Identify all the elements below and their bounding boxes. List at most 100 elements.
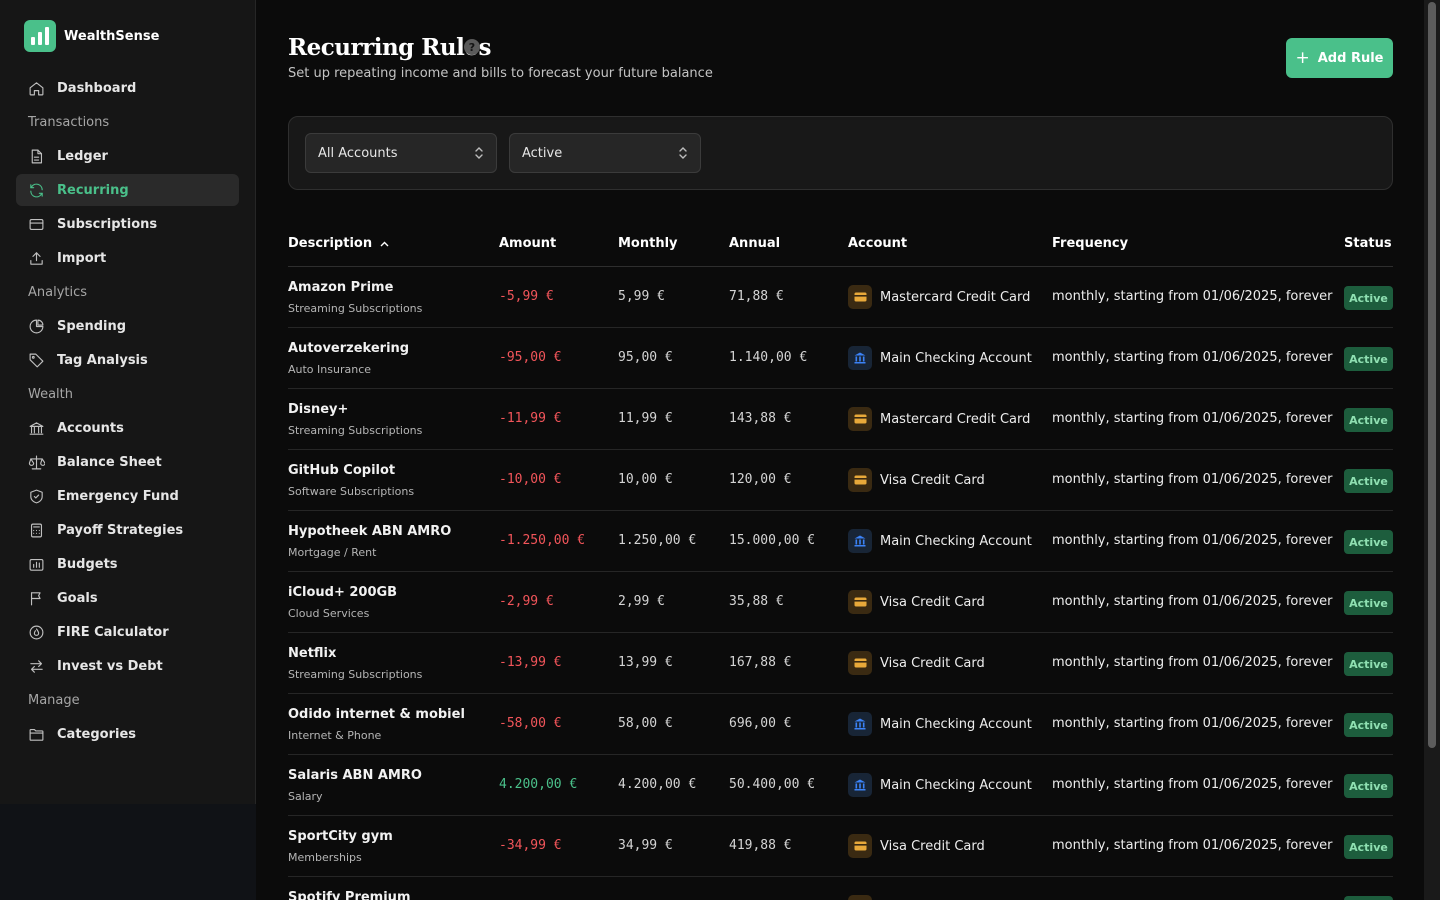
sidebar-item-dashboard[interactable]: Dashboard — [16, 72, 239, 104]
sidebar-item-payoff-strategies[interactable]: Payoff Strategies — [16, 514, 239, 546]
sidebar-item-label: Tag Analysis — [57, 352, 148, 368]
add-rule-button[interactable]: + Add Rule — [1286, 38, 1393, 78]
upload-icon — [30, 251, 43, 265]
sidebar-item-tag-analysis[interactable]: Tag Analysis — [16, 344, 239, 376]
scrollbar[interactable] — [1424, 0, 1440, 900]
account-filter-select[interactable]: All Accounts — [305, 133, 497, 173]
account-cell: Main Checking Account — [848, 529, 1032, 553]
sidebar-item-balance-sheet[interactable]: Balance Sheet — [16, 446, 239, 478]
sidebar-item-label: Balance Sheet — [57, 454, 162, 470]
amount-cell: -5,99 € — [499, 289, 554, 304]
table-row[interactable]: Spotify Premium — [288, 877, 1393, 900]
rule-name: GitHub Copilot — [288, 463, 396, 478]
sidebar-item-spending[interactable]: Spending — [16, 310, 239, 342]
column-monthly[interactable]: Monthly — [618, 236, 678, 251]
shield-icon — [30, 489, 43, 503]
column-annual[interactable]: Annual — [729, 236, 781, 251]
account-cell: Main Checking Account — [848, 712, 1032, 736]
rule-name: Spotify Premium — [288, 890, 411, 900]
sidebar-item-invest-vs-debt[interactable]: Invest vs Debt — [16, 650, 239, 682]
section-analytics: Analytics — [28, 284, 88, 300]
account-name: Mastercard Credit Card — [880, 289, 1031, 305]
column-account[interactable]: Account — [848, 236, 908, 251]
table-row[interactable]: Salaris ABN AMRO Salary 4.200,00 € 4.200,00… — [288, 755, 1393, 816]
credit-card-icon — [854, 841, 866, 851]
bank-icon — [854, 779, 866, 791]
sidebar-item-budgets[interactable]: Budgets — [16, 548, 239, 580]
account-name: Main Checking Account — [880, 533, 1032, 549]
column-description[interactable]: Description — [288, 236, 389, 251]
annual-cell: 167,88 € — [729, 655, 792, 670]
status-filter-select[interactable]: Active — [509, 133, 701, 173]
account-name: Visa Credit Card — [880, 594, 985, 610]
frequency-cell: monthly, starting from 01/06/2025, forev… — [1052, 472, 1333, 487]
rule-category: Cloud Services — [288, 607, 370, 620]
sidebar-item-fire-calculator[interactable]: FIRE Calculator — [16, 616, 239, 648]
amount-cell: -10,00 € — [499, 472, 562, 487]
table-body: Amazon Prime Streaming Subscriptions -5,99… — [288, 267, 1393, 900]
bank-icon — [854, 535, 866, 547]
home-icon — [29, 81, 44, 95]
frequency-cell: monthly, starting from 01/06/2025, forev… — [1052, 411, 1333, 426]
credit-card-icon — [854, 597, 866, 607]
sidebar-item-goals[interactable]: Goals — [16, 582, 239, 614]
sidebar-item-categories[interactable]: Categories — [16, 718, 239, 750]
sidebar: WealthSense Dashboard Transactions Ledge… — [0, 0, 256, 900]
frequency-cell: monthly, starting from 01/06/2025, forev… — [1052, 533, 1333, 548]
chevron-up-icon — [380, 241, 389, 246]
annual-cell: 696,00 € — [729, 716, 792, 731]
column-status[interactable]: Status — [1344, 236, 1392, 251]
bank-icon — [854, 718, 866, 730]
table-row[interactable]: Autoverzekering Auto Insurance -95,00 € 95,… — [288, 328, 1393, 389]
annual-cell: 71,88 € — [729, 289, 784, 304]
account-cell: Visa Credit Card — [848, 651, 985, 675]
account-cell: Main Checking Account — [848, 773, 1032, 797]
scale-icon — [28, 455, 45, 469]
rule-name: iCloud+ 200GB — [288, 585, 398, 600]
rule-category: Mortgage / Rent — [288, 546, 377, 559]
table-row[interactable]: Disney+ Streaming Subscriptions -11,99 € 11… — [288, 389, 1393, 450]
account-cell: Visa Credit Card — [848, 468, 985, 492]
sidebar-item-import[interactable]: Import — [16, 242, 239, 274]
tag-icon — [29, 353, 44, 367]
bank-icon — [854, 352, 866, 364]
table-row[interactable]: SportCity gym Memberships -34,99 € 34,99 € 4… — [288, 816, 1393, 877]
status-badge: Active — [1344, 652, 1393, 676]
arrows-exchange-icon — [30, 659, 43, 673]
annual-cell: 419,88 € — [729, 838, 792, 853]
frequency-cell: monthly, starting from 01/06/2025, forev… — [1052, 350, 1333, 365]
column-amount[interactable]: Amount — [499, 236, 557, 251]
sidebar-item-accounts[interactable]: Accounts — [16, 412, 239, 444]
frequency-cell: monthly, starting from 01/06/2025, forev… — [1052, 716, 1333, 731]
account-name: Main Checking Account — [880, 350, 1032, 366]
annual-cell: 35,88 € — [729, 594, 784, 609]
table-row[interactable]: GitHub Copilot Software Subscriptions -10,… — [288, 450, 1393, 511]
account-type-icon — [848, 895, 872, 900]
rule-category: Software Subscriptions — [288, 485, 415, 498]
rule-name: Autoverzekering — [288, 341, 410, 356]
frequency-cell: monthly, starting from 01/06/2025, forev… — [1052, 655, 1333, 670]
sidebar-item-recurring[interactable]: Recurring — [16, 174, 239, 206]
sidebar-item-ledger[interactable]: Ledger — [16, 140, 239, 172]
sidebar-item-subscriptions[interactable]: Subscriptions — [16, 208, 239, 240]
help-icon[interactable]: ? — [464, 39, 480, 55]
sidebar-item-emergency-fund[interactable]: Emergency Fund — [16, 480, 239, 512]
scroll-thumb[interactable] — [1428, 2, 1436, 748]
table-row[interactable]: iCloud+ 200GB Cloud Services -2,99 € 2,99 €… — [288, 572, 1393, 633]
table-row[interactable]: Netflix Streaming Subscriptions -13,99 € 13… — [288, 633, 1393, 694]
flag-icon — [30, 591, 41, 605]
status-badge: Active — [1344, 774, 1393, 798]
table-row[interactable]: Odido internet & mobiel Internet & Phone -… — [288, 694, 1393, 755]
table-row[interactable]: Hypotheek ABN AMRO Mortgage / Rent -1.250,… — [288, 511, 1393, 572]
account-type-icon — [848, 651, 872, 675]
column-frequency[interactable]: Frequency — [1052, 236, 1129, 251]
status-badge: Active — [1344, 530, 1393, 554]
amount-cell: -11,99 € — [499, 411, 562, 426]
folder-icon — [29, 728, 44, 741]
frequency-cell: monthly, starting from 01/06/2025, forev… — [1052, 289, 1333, 304]
account-type-icon — [848, 468, 872, 492]
rule-name: Odido internet & mobiel — [288, 707, 465, 722]
table-row[interactable]: Amazon Prime Streaming Subscriptions -5,99… — [288, 267, 1393, 328]
section-wealth: Wealth — [28, 386, 74, 402]
brand[interactable]: WealthSense — [24, 20, 159, 52]
